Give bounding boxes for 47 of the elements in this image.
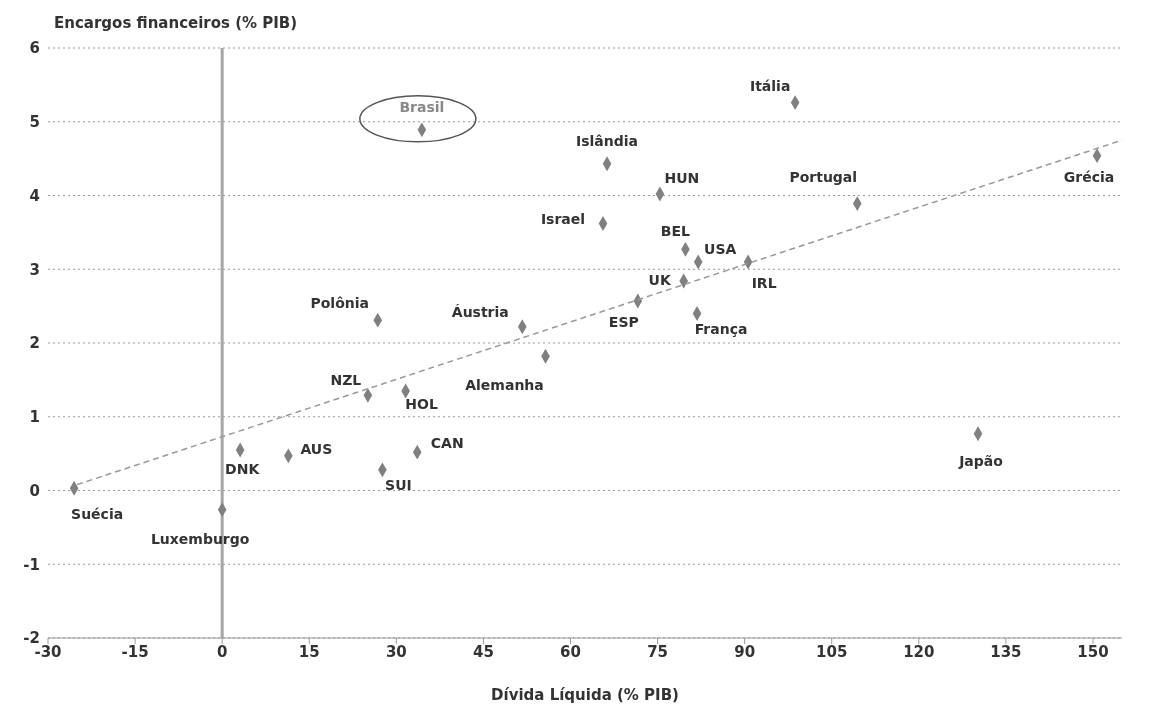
annotation: França — [694, 320, 748, 337]
x-axis-title: Dívida Líquida (% PIB) — [491, 686, 679, 704]
annotation: UK — [648, 272, 672, 289]
y-tick-label: 0 — [29, 481, 40, 500]
annotation: HOL — [405, 395, 438, 412]
annotation: Polônia — [310, 295, 369, 312]
y-axis-title: Encargos financeiros (% PIB) — [54, 14, 298, 32]
annotation: IRL — [751, 274, 777, 291]
x-tick-label: 15 — [298, 642, 320, 661]
x-tick-label: 75 — [647, 642, 669, 661]
annotation: Grécia — [1063, 168, 1115, 185]
annotation: ESP — [608, 313, 639, 330]
annotation: Israel — [540, 210, 586, 227]
annotation: Islândia — [576, 132, 639, 149]
x-tick-label: 135 — [990, 642, 1022, 661]
y-tick-label: 4 — [29, 186, 40, 205]
y-tick-label: 1 — [29, 408, 40, 427]
x-tick-label: 120 — [903, 642, 935, 661]
x-tick-label: 0 — [216, 642, 228, 661]
annotation: Suécia — [71, 506, 124, 523]
annotation: Japão — [958, 452, 1004, 469]
y-tick-label: -1 — [23, 555, 40, 574]
annotation: Itália — [749, 77, 791, 94]
x-tick-label: 45 — [472, 642, 494, 661]
x-tick-label: 150 — [1077, 642, 1109, 661]
annotation: DNK — [225, 460, 261, 477]
y-tick-label: 3 — [29, 260, 40, 279]
annotation: Portugal — [789, 168, 858, 185]
annotation: Luxemburgo — [150, 530, 250, 547]
annotation: Brasil — [399, 98, 445, 115]
y-tick-label: 2 — [29, 334, 40, 353]
annotation: HUN — [664, 170, 700, 187]
x-tick-label: 60 — [560, 642, 581, 661]
annotation: Áustria — [451, 303, 509, 320]
annotation: CAN — [430, 435, 464, 452]
x-tick-label: 105 — [816, 642, 848, 661]
x-tick-label: 90 — [734, 642, 756, 661]
annotation: SUI — [385, 476, 412, 493]
annotation: AUS — [300, 440, 333, 457]
x-tick-label: 30 — [385, 642, 407, 661]
annotation: NZL — [330, 372, 362, 389]
annotation: Alemanha — [465, 377, 544, 394]
annotation: USA — [704, 240, 737, 257]
y-tick-label: 6 — [29, 39, 40, 58]
y-tick-label: 5 — [29, 113, 40, 132]
x-tick-label: -15 — [121, 642, 149, 661]
annotation: BEL — [660, 223, 691, 240]
